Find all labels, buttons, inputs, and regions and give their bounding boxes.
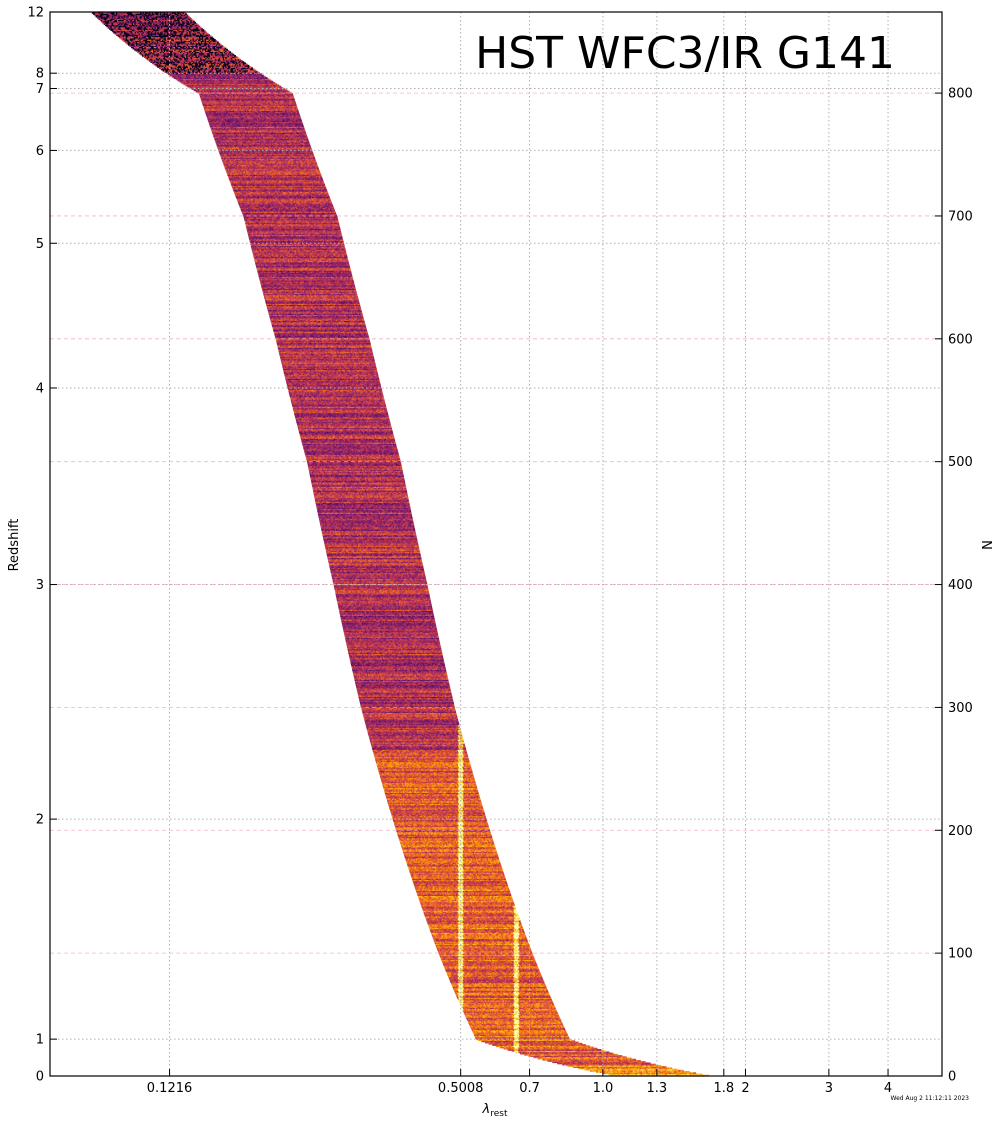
spectrum-cell — [659, 1065, 661, 1067]
spectrum-cell — [654, 1064, 656, 1066]
spectrum-cell — [621, 1055, 623, 1057]
spectrum-cell — [577, 1042, 579, 1044]
spectrum-cell — [634, 1059, 636, 1061]
spectrum-cell — [573, 1040, 575, 1042]
spectrum-cell — [694, 1072, 696, 1074]
spectrum-cell — [596, 1048, 598, 1050]
spectrum-cell — [701, 1074, 703, 1076]
spectrum-cell — [588, 1045, 590, 1047]
spectrum-cell — [584, 1044, 586, 1046]
spectrum-cell — [688, 1071, 690, 1073]
spectrum-cell — [612, 1053, 614, 1055]
spectrum-cell — [670, 1067, 672, 1069]
spectrum-cell — [581, 1043, 583, 1045]
spectrum-cell — [639, 1060, 641, 1062]
spectrum-cell — [676, 1069, 678, 1071]
spectrum-cell — [665, 1066, 667, 1068]
spectra-heatmap — [92, 12, 709, 1077]
spectrum-cell — [625, 1056, 627, 1058]
spectrum-cell — [649, 1062, 651, 1064]
spectrum-cell — [608, 1051, 610, 1053]
spectrum-cell — [592, 1047, 594, 1049]
spectrum-cell — [616, 1054, 618, 1056]
spectrum-cell — [604, 1050, 606, 1052]
spectrum-cell — [600, 1049, 602, 1051]
spectrum-cell — [682, 1070, 684, 1072]
spectrum-cell — [630, 1058, 632, 1060]
spectrum-cell — [644, 1061, 646, 1063]
